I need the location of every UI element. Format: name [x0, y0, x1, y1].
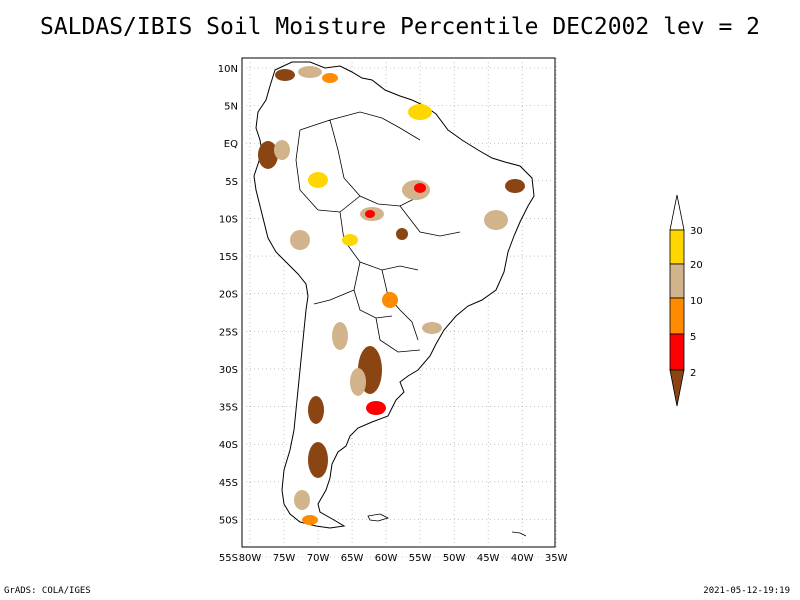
lat-label: 15S: [219, 252, 238, 263]
lon-label: 80W: [239, 553, 262, 564]
patch: [258, 141, 278, 169]
footer-credit: GrADS: COLA/IGES: [4, 586, 91, 596]
lon-label: 45W: [477, 553, 500, 564]
legend-cap-bottom: [669, 369, 685, 407]
patch: [322, 73, 338, 83]
legend-label-20: 20: [690, 260, 703, 271]
patch: [298, 66, 322, 78]
lat-label: 25S: [219, 327, 238, 338]
legend-label-5: 5: [690, 332, 696, 343]
lat-label: 10N: [218, 64, 238, 75]
legend-band-2-5: [669, 333, 685, 371]
map-title: SALDAS/IBIS Soil Moisture Percentile DEC…: [39, 14, 761, 40]
lat-label: 55S: [219, 553, 238, 564]
legend-label-30: 30: [690, 226, 703, 237]
lon-label: 50W: [443, 553, 466, 564]
legend-band-5-10: [669, 297, 685, 335]
patch: [308, 172, 328, 188]
lon-label: 75W: [273, 553, 296, 564]
patch: [332, 322, 348, 350]
colorbar-legend: 30 20 10 5 2: [669, 194, 703, 407]
lon-label: 70W: [307, 553, 330, 564]
patch: [308, 396, 324, 424]
legend-label-2: 2: [690, 368, 696, 379]
patch: [274, 140, 290, 160]
patch: [408, 104, 432, 120]
lat-label: 50S: [219, 515, 238, 526]
patch: [396, 228, 408, 240]
lat-label: EQ: [224, 139, 238, 150]
patch: [290, 230, 310, 250]
patch: [382, 292, 398, 308]
lon-label: 35W: [545, 553, 568, 564]
lat-label: 45S: [219, 478, 238, 489]
patch: [294, 490, 310, 510]
falkland-islands: [367, 513, 390, 522]
lat-label: 10S: [219, 214, 238, 225]
patch: [308, 442, 328, 478]
patch: [275, 69, 295, 81]
legend-band-10-20: [669, 263, 685, 299]
patch: [302, 515, 318, 525]
legend-cap-top: [669, 194, 685, 231]
lat-label: 5N: [224, 102, 238, 113]
patch: [350, 368, 366, 396]
lat-label: 20S: [219, 290, 238, 301]
footer-timestamp: 2021-05-12-19:19: [703, 586, 790, 596]
lon-label: 40W: [511, 553, 534, 564]
lat-label: 5S: [225, 177, 238, 188]
patch: [414, 183, 426, 193]
patch: [484, 210, 508, 230]
percentile-shading: [258, 66, 525, 525]
longitude-labels: 80W 75W 70W 65W 60W 55W 50W 45W 40W 35W: [239, 553, 568, 564]
map-frame: [241, 57, 556, 548]
patch: [342, 234, 358, 246]
latitude-labels: 10N 5N EQ 5S 10S 15S 20S 25S 30S 35S 40S 45S 50S 55S: [218, 64, 238, 564]
legend-band-20-30: [669, 229, 685, 265]
lat-label: 40S: [219, 440, 238, 451]
lat-label: 30S: [219, 365, 238, 376]
lon-label: 60W: [375, 553, 398, 564]
south-georgia: [511, 531, 527, 537]
patch: [366, 401, 386, 415]
patch: [365, 210, 375, 218]
lon-label: 55W: [409, 553, 432, 564]
patch: [422, 322, 442, 334]
patch: [505, 179, 525, 193]
lon-label: 65W: [341, 553, 364, 564]
country-borders: [295, 111, 461, 353]
lat-label: 35S: [219, 403, 238, 414]
legend-label-10: 10: [690, 296, 703, 307]
